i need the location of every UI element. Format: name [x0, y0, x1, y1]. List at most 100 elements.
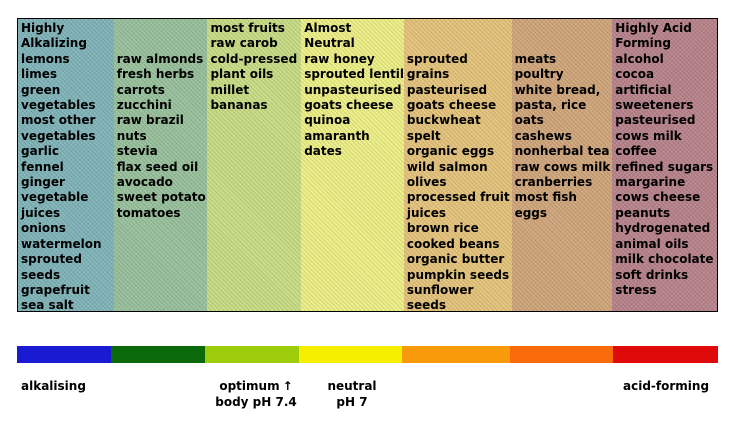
food-item: oats	[514, 113, 544, 128]
food-item: amaranth	[304, 128, 370, 143]
label-neutral-text: neutral	[327, 379, 377, 393]
scale-segment	[17, 346, 111, 363]
food-item: sprouted	[406, 51, 468, 66]
label-optimum: optimum ↑ body pH 7.4	[206, 378, 306, 410]
food-item: animal oils	[615, 236, 689, 251]
food-item: soft drinks	[615, 267, 689, 282]
food-item: refined sugars	[615, 159, 714, 174]
ph-color-scale	[17, 346, 718, 363]
food-item: quinoa	[304, 113, 351, 128]
column-header-line: Neutral	[304, 36, 355, 51]
food-item: margarine	[615, 175, 686, 190]
food-item: raw carob	[210, 36, 278, 51]
food-item: vegetables	[21, 128, 96, 143]
scale-segment	[613, 346, 718, 363]
food-item: alcohol	[615, 51, 664, 66]
food-column-6: meats poultry white bread, pasta, rice oats c…	[511, 19, 613, 311]
food-item: goats cheese	[304, 98, 394, 113]
label-acid-forming: acid-forming	[623, 379, 710, 393]
food-item: most other	[21, 113, 96, 128]
food-item: seeds	[21, 267, 61, 282]
food-item: limes	[21, 67, 58, 82]
column-header-line	[515, 36, 613, 51]
food-item: sprouted	[21, 252, 82, 267]
food-item: cold-pressed	[210, 51, 298, 66]
food-item: wild salmon	[406, 159, 488, 174]
food-item: cranberries	[514, 175, 593, 190]
food-item: raw honey	[304, 51, 375, 66]
food-column-1: Highly Alkalizing lemons limes green vegetabl…	[18, 19, 114, 311]
food-item: unpasteurised	[304, 82, 402, 97]
scale-segment	[111, 346, 205, 363]
column-header-line: Forming	[615, 36, 671, 51]
scale-segment	[510, 346, 613, 363]
food-item: cocoa	[615, 67, 655, 82]
scale-segment	[402, 346, 510, 363]
food-item: stevia	[116, 144, 158, 159]
food-item: artificial	[615, 82, 672, 97]
column-header-line: Highly	[21, 21, 65, 35]
food-item: meats	[514, 51, 557, 66]
food-item: nuts	[116, 128, 147, 143]
food-item: ginger	[21, 175, 65, 190]
food-item: organic butter	[406, 252, 505, 267]
food-item: organic eggs	[406, 144, 495, 159]
food-item: sunflower	[406, 282, 474, 297]
food-item: juices	[406, 205, 447, 220]
food-column-4: Almost Neutral raw honey sprouted lentil unp…	[301, 19, 404, 311]
food-item: cooked beans	[406, 236, 500, 251]
arrow-up-icon: ↑	[282, 379, 293, 393]
food-item: brown rice	[406, 221, 479, 236]
food-item: vegetables	[21, 98, 96, 113]
food-item: sea salt	[21, 298, 74, 311]
food-item: bananas	[210, 98, 268, 113]
food-item: cashews	[514, 128, 572, 143]
food-item: sweet potato	[116, 190, 206, 205]
food-item: juices	[21, 205, 61, 220]
food-column-5: sprouted grains pasteurised goats cheese buc…	[403, 19, 512, 311]
food-item: spelt	[406, 128, 441, 143]
column-header-line	[407, 21, 512, 36]
food-item: coffee	[615, 144, 657, 159]
food-item: vegetable	[21, 190, 89, 205]
column-header-line: Highly Acid	[615, 21, 692, 35]
food-item: stress	[615, 282, 657, 297]
food-item: green	[21, 82, 61, 97]
food-item: lemons	[21, 51, 70, 66]
food-item: pasta, rice	[514, 98, 587, 113]
food-item: tomatoes	[116, 205, 181, 220]
food-item: buckwheat	[406, 113, 481, 128]
food-item: flax seed oil	[116, 159, 199, 174]
food-item: sweeteners	[615, 98, 694, 113]
food-item: zucchini	[116, 98, 172, 113]
food-item: avocado	[116, 175, 173, 190]
food-item: onions	[21, 221, 66, 236]
food-item: nonherbal tea	[514, 144, 610, 159]
food-item: fennel	[21, 159, 64, 174]
food-item: olives	[406, 175, 447, 190]
food-item: fresh herbs	[116, 67, 195, 82]
food-item: millet	[210, 82, 250, 97]
scale-segment	[205, 346, 299, 363]
food-item: pumpkin seeds	[406, 267, 510, 282]
food-column-3: most fruits raw carob cold-pressed plant oi…	[207, 19, 302, 311]
label-alkalising: alkalising	[21, 379, 86, 393]
ph-food-chart: Highly Alkalizing lemons limes green vegetabl…	[17, 18, 718, 312]
food-item: grapefruit	[21, 282, 90, 297]
food-item: dates	[304, 144, 342, 159]
label-neutral-ph: pH 7	[336, 395, 368, 409]
food-item: processed fruit	[406, 190, 510, 205]
scale-segment	[299, 346, 402, 363]
food-item: plant oils	[210, 67, 274, 82]
food-item: hydrogenated	[615, 221, 711, 236]
food-item: cows milk	[615, 128, 682, 143]
food-item: most fish	[514, 190, 577, 205]
food-item: sprouted lentil	[304, 67, 404, 82]
food-item: carrots	[116, 82, 165, 97]
food-item: raw almonds	[116, 51, 204, 66]
column-header-line: Alkalizing	[21, 36, 87, 51]
label-optimum-text: optimum	[219, 379, 280, 393]
food-item: milk chocolate	[615, 252, 714, 267]
food-item: raw brazil	[116, 113, 184, 128]
food-item: raw cows milk	[514, 159, 611, 174]
